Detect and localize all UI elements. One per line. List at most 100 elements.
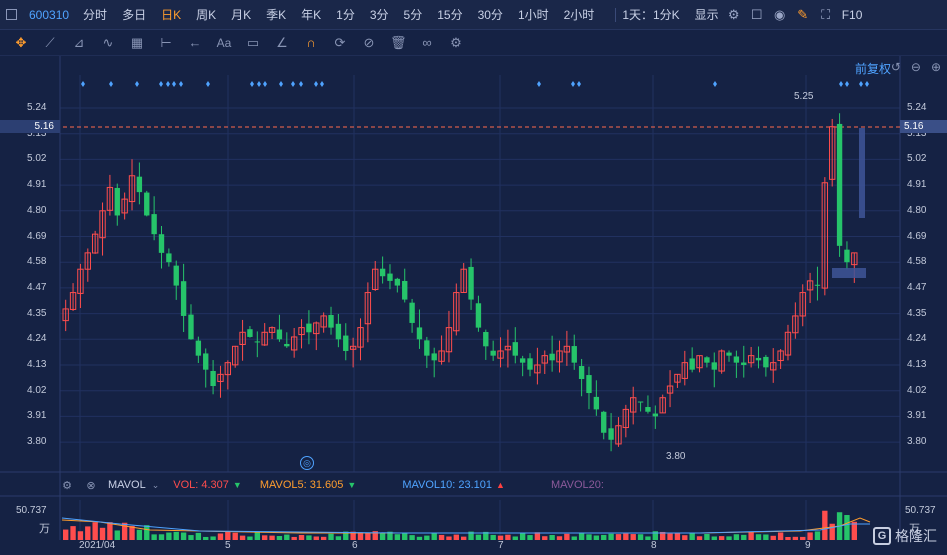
hide-icon[interactable]: ⊘: [363, 34, 375, 50]
tab-daily-k[interactable]: 日K: [161, 8, 182, 22]
candle-body: [512, 342, 518, 356]
candle-body: [711, 362, 717, 370]
measure-tool-icon[interactable]: ⊢: [160, 34, 172, 50]
candle-body: [394, 278, 401, 286]
volume-bar: [593, 535, 600, 540]
indicator-close-icon[interactable]: ⊗: [86, 479, 96, 492]
pencil-icon[interactable]: ✎: [797, 6, 809, 22]
sidebar-toggle-icon[interactable]: [6, 9, 17, 20]
volume-bar: [365, 533, 371, 540]
candle-body: [224, 362, 232, 376]
tab-5min[interactable]: 5分: [403, 8, 423, 22]
volume-bar: [623, 533, 629, 540]
comment-tool-icon[interactable]: ▭: [246, 34, 260, 50]
fullscreen-icon[interactable]: ⛶: [821, 6, 831, 22]
event-marker-icon: [291, 81, 295, 87]
tab-multiday[interactable]: 多日: [122, 8, 147, 22]
wave-tool-icon[interactable]: ∿: [102, 34, 114, 50]
tab-15min[interactable]: 15分: [437, 8, 463, 22]
candle-body: [777, 350, 784, 362]
candle-body: [608, 428, 614, 440]
display-dropdown[interactable]: 显示: [694, 8, 719, 22]
volume-bar: [527, 535, 533, 540]
sync-icon[interactable]: ⟳: [334, 34, 346, 50]
indicator-settings-icon[interactable]: ⚙: [62, 479, 72, 492]
price-tick-label: 4.58: [27, 256, 47, 268]
tab-2hour[interactable]: 2小时: [563, 8, 595, 22]
ray-tool-icon[interactable]: ⊿: [73, 34, 85, 50]
volume-bar: [409, 535, 415, 540]
volume-bar: [438, 534, 445, 540]
candle-body: [541, 355, 548, 364]
volume-bar: [800, 536, 806, 540]
volume-bar: [851, 521, 857, 540]
tab-monthly-k[interactable]: 月K: [231, 8, 252, 22]
candle-body: [290, 336, 298, 351]
volume-bar: [343, 531, 349, 540]
vol-trend-down-icon: ▼: [232, 480, 242, 490]
candle-body: [62, 308, 69, 322]
tab-quarterly-k[interactable]: 季K: [266, 8, 287, 22]
volume-bar: [578, 532, 585, 540]
f10-button[interactable]: F10: [841, 7, 863, 22]
undo-icon[interactable]: ↺: [890, 60, 901, 74]
date-label-may: 5: [225, 540, 231, 551]
candle-body: [379, 268, 386, 277]
candle-body: [313, 322, 320, 335]
settings-gear-icon[interactable]: ⚙: [727, 6, 740, 22]
text-tool-icon[interactable]: Aa: [216, 35, 232, 50]
toolbar-settings-icon[interactable]: ⚙: [450, 34, 462, 50]
arrow-tool-icon[interactable]: ←: [188, 35, 202, 50]
event-marker-icon: [250, 81, 254, 87]
volume-bar: [313, 536, 319, 540]
candle-body: [349, 345, 357, 350]
price-tick-label: 4.80: [907, 204, 927, 216]
angle-tool-icon[interactable]: ∠: [276, 34, 288, 50]
range-dropdown[interactable]: 1天：1分K: [622, 8, 680, 22]
price-tick-label: 4.69: [907, 230, 927, 242]
volume-bar: [328, 533, 334, 540]
reference-icon[interactable]: ◎: [300, 456, 314, 470]
candle-body: [741, 362, 747, 365]
volume-bar: [129, 525, 135, 540]
volume-axis-top-left: 50.737: [16, 505, 47, 516]
mavol5-trend-down-icon: ▼: [347, 480, 357, 490]
tab-1min[interactable]: 1分: [336, 8, 355, 22]
stock-code[interactable]: 600310: [29, 7, 70, 22]
crosshair-move-icon[interactable]: ✥: [15, 34, 27, 50]
zoom-out-icon[interactable]: ⊖: [910, 60, 921, 74]
mavol5-value: MAVOL5: 31.605: [259, 479, 344, 491]
adjust-mode-button[interactable]: 前复权: [854, 62, 891, 76]
volume-bar: [645, 536, 651, 540]
candle-body: [357, 327, 364, 348]
volume-bar: [284, 534, 290, 540]
tab-yearly-k[interactable]: 年K: [301, 8, 322, 22]
line-tool-icon[interactable]: ⟋: [45, 34, 55, 50]
camera-icon[interactable]: ◉: [774, 6, 786, 22]
volume-bar: [534, 532, 541, 540]
tab-fenshi[interactable]: 分时: [83, 8, 108, 22]
candle-body: [593, 396, 600, 410]
magnet-icon[interactable]: ∩: [306, 35, 316, 50]
channel-tool-icon[interactable]: ▦: [130, 34, 144, 50]
tab-weekly-k[interactable]: 周K: [196, 8, 217, 22]
tab-30min[interactable]: 30分: [477, 8, 503, 22]
indicator-name[interactable]: MAVOL: [108, 479, 146, 491]
tab-3min[interactable]: 3分: [369, 8, 389, 22]
volume-bar: [468, 531, 474, 540]
event-marker-icon: [537, 81, 541, 87]
checkbox-icon[interactable]: ☐: [750, 6, 763, 22]
link-icon[interactable]: ∞: [422, 35, 432, 50]
trash-icon[interactable]: 🗑: [390, 34, 407, 50]
volume-bar: [615, 534, 622, 540]
candle-body: [689, 358, 695, 370]
candle-body: [549, 353, 555, 361]
chevron-down-icon[interactable]: ⌄: [151, 479, 160, 490]
tab-1hour[interactable]: 1小时: [517, 8, 549, 22]
volume-bar: [777, 532, 784, 540]
candle-body: [84, 252, 91, 270]
zoom-in-icon[interactable]: ⊕: [930, 60, 941, 74]
volume-bar: [298, 534, 305, 540]
candle-body: [254, 341, 260, 343]
